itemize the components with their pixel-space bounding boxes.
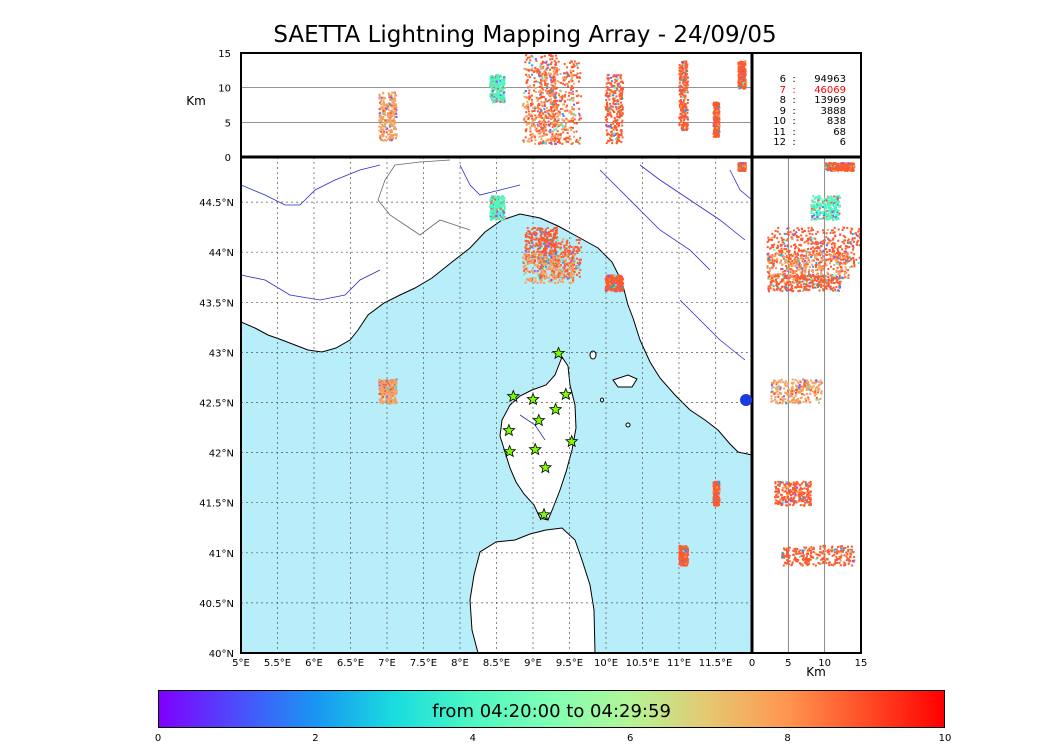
station-count-row: 11:68 [773, 126, 846, 138]
plot-title: SAETTA Lightning Mapping Array - 24/09/0… [273, 22, 777, 48]
latitude-tick-labels: 40°N 40.5°N 41°N 41.5°N 42°N 42.5°N 43°N 43.5°N… [199, 198, 234, 660]
lat-altitude-panel [752, 157, 861, 653]
latitude-tick: 44.5°N [199, 198, 234, 209]
giglio-island [625, 422, 631, 428]
longitude-tick: 11°E [667, 658, 691, 669]
latitude-tick: 43.5°N [199, 298, 234, 309]
altitude-panel [241, 53, 752, 157]
altitude-flash-sources [378, 53, 747, 146]
longitude-tick: 5°E [232, 658, 250, 669]
latitude-tick: 43°N [209, 348, 234, 359]
colorbar-label: from 04:20:00 to 04:29:59 [432, 701, 671, 722]
latitude-tick: 44°N [209, 248, 234, 259]
latitude-tick: 41°N [209, 549, 234, 560]
edge-marker [740, 394, 752, 406]
altitude-tick: 0 [225, 153, 231, 164]
lat-altitude-tick: 5 [785, 658, 791, 669]
colorbar-tick: 4 [469, 733, 476, 744]
station-count-table: 6:94963 7:46069 8:13969 9:3888 10:838 11:68 12… [760, 74, 856, 149]
longitude-tick: 10.5°E [626, 658, 660, 669]
altitude-tick: 5 [225, 118, 231, 129]
altitude-axis-label: Km [186, 94, 206, 108]
longitude-tick: 6°E [305, 658, 323, 669]
station-count-row: 9:3888 [779, 105, 846, 117]
corsica-island [499, 355, 577, 521]
latitude-tick: 42.5°N [199, 398, 234, 409]
station-markers [502, 346, 579, 521]
longitude-tick: 8°E [451, 658, 469, 669]
figure-frame [240, 52, 862, 654]
station-star-icon [559, 387, 573, 401]
gorgona-island [600, 397, 604, 403]
longitude-tick: 9.5°E [556, 658, 583, 669]
colorbar-tick: 6 [627, 733, 634, 744]
station-star-icon [537, 507, 551, 521]
station-star-icon [548, 402, 563, 416]
longitude-tick: 11.5°E [699, 658, 733, 669]
lat-altitude-axis-label: Km [806, 665, 826, 679]
latitude-flash-sources [766, 162, 861, 567]
station-count-row: 8:13969 [779, 95, 846, 106]
longitude-tick: 8.5°E [483, 658, 510, 669]
colorbar: from 04:20:00 to 04:29:59 [158, 690, 945, 728]
longitude-tick: 10°E [594, 658, 618, 669]
station-count-row: 7:46069 [779, 84, 846, 96]
latitude-tick: 41.5°N [199, 499, 234, 510]
longitude-tick: 6.5°E [337, 658, 364, 669]
colorbar-tick: 2 [312, 733, 319, 744]
station-star-icon [502, 444, 517, 458]
station-star-icon [526, 392, 540, 406]
lat-altitude-tick: 15 [855, 658, 868, 669]
altitude-tick: 10 [218, 84, 231, 95]
mainland [241, 157, 752, 456]
station-star-icon [538, 460, 553, 474]
longitude-tick-labels: 5°E 5.5°E 6°E 6.5°E 7°E 7.5°E 8°E 8.5°E 9°E 9.5°E… [232, 658, 732, 669]
colorbar-tick: 10 [938, 733, 952, 744]
borders [377, 159, 471, 236]
lat-altitude-tick: 0 [749, 658, 755, 669]
station-star-icon [564, 434, 579, 448]
station-star-icon [506, 389, 521, 403]
lat-altitude-tick-labels: 0 5 10 15 [749, 658, 868, 669]
colorbar-tick: 0 [154, 733, 162, 744]
latitude-tick: 42°N [209, 449, 234, 460]
lat-altitude-tick: 10 [818, 658, 831, 669]
station-star-icon [532, 413, 546, 427]
station-star-icon [551, 346, 566, 360]
station-count-row: 6:94963 [779, 74, 846, 85]
station-star-icon [502, 423, 516, 437]
station-count-row: 10:838 [773, 116, 846, 127]
capraia-island [589, 350, 597, 360]
graticule [241, 157, 752, 653]
elba-island [612, 374, 638, 388]
map-flash-sources [378, 162, 747, 567]
sardinia-island [469, 527, 596, 653]
altitude-tick-labels: 0 5 10 15 [218, 49, 231, 164]
map-panel [241, 157, 752, 653]
longitude-tick: 7°E [378, 658, 396, 669]
altitude-tick: 15 [218, 49, 231, 60]
longitude-tick: 9°E [524, 658, 542, 669]
rivers [241, 164, 752, 441]
longitude-tick: 7.5°E [410, 658, 437, 669]
colorbar-tick: 8 [784, 733, 791, 744]
latitude-tick: 40°N [209, 649, 234, 660]
station-star-icon [528, 442, 542, 456]
longitude-tick: 5.5°E [264, 658, 291, 669]
latitude-tick: 40.5°N [199, 599, 234, 610]
station-count-row: 12:6 [773, 137, 846, 148]
